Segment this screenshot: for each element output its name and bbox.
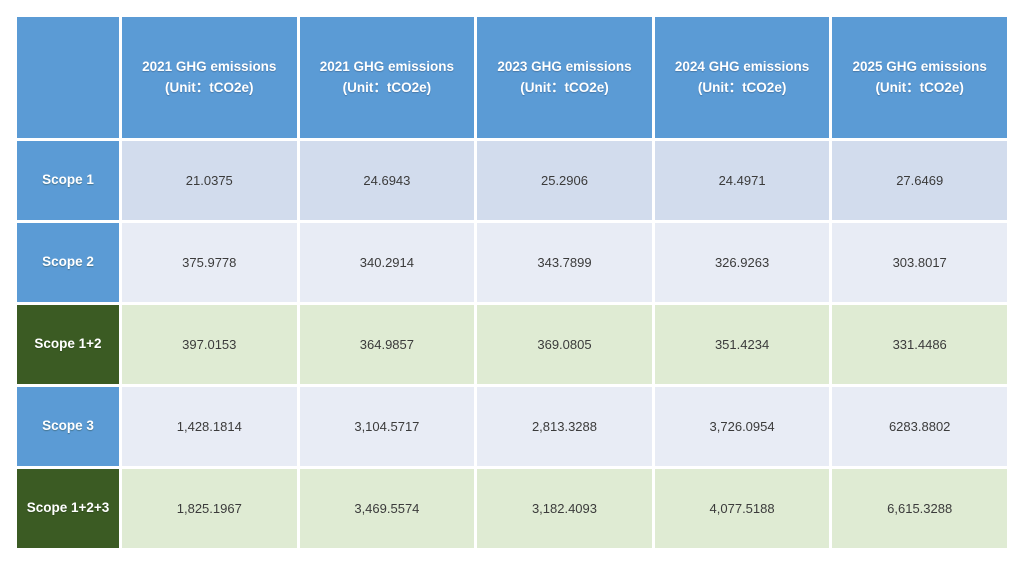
table-row-scope-1-2-3: Scope 1+2+3 1,825.1967 3,469.5574 3,182.… xyxy=(17,469,1007,548)
table-cell: 331.4486 xyxy=(832,305,1007,384)
column-header-unit: (Unit：tCO2e) xyxy=(875,79,964,95)
table-cell: 2,813.3288 xyxy=(477,387,652,466)
table-cell: 3,726.0954 xyxy=(654,387,830,466)
table-cell: 364.9857 xyxy=(299,305,475,384)
table-cell: 24.6943 xyxy=(299,141,475,220)
table-cell: 369.0805 xyxy=(477,305,652,384)
table-cell: 375.9778 xyxy=(122,223,297,302)
table-cell: 397.0153 xyxy=(122,305,297,384)
corner-cell xyxy=(17,17,119,138)
column-header-year: 2021 GHG emissions xyxy=(142,58,277,74)
column-header-year: 2025 GHG emissions xyxy=(852,58,987,74)
table-cell: 27.6469 xyxy=(832,141,1007,220)
column-header-year: 2023 GHG emissions xyxy=(497,58,632,74)
table-cell: 340.2914 xyxy=(299,223,475,302)
table-row-scope-2: Scope 2 375.9778 340.2914 343.7899 326.9… xyxy=(17,223,1007,302)
row-header-scope-1: Scope 1 xyxy=(17,141,119,220)
column-header-year: 2024 GHG emissions xyxy=(674,58,810,74)
table-cell: 351.4234 xyxy=(654,305,830,384)
row-header-scope-1-2-3: Scope 1+2+3 xyxy=(17,469,119,548)
row-header-scope-3: Scope 3 xyxy=(17,387,119,466)
table-cell: 6283.8802 xyxy=(832,387,1007,466)
row-header-scope-1-2: Scope 1+2 xyxy=(17,305,119,384)
table-cell: 6,615.3288 xyxy=(832,469,1007,548)
table-cell: 24.4971 xyxy=(654,141,830,220)
table-cell: 25.2906 xyxy=(477,141,652,220)
table-cell: 21.0375 xyxy=(122,141,297,220)
table-cell: 4,077.5188 xyxy=(654,469,830,548)
table-row-scope-1-2: Scope 1+2 397.0153 364.9857 369.0805 351… xyxy=(17,305,1007,384)
row-header-scope-2: Scope 2 xyxy=(17,223,119,302)
table-cell: 1,825.1967 xyxy=(122,469,297,548)
column-header-unit: (Unit：tCO2e) xyxy=(520,79,609,95)
table-row-scope-3: Scope 3 1,428.1814 3,104.5717 2,813.3288… xyxy=(17,387,1007,466)
table-cell: 303.8017 xyxy=(832,223,1007,302)
column-header-2023: 2023 GHG emissions (Unit：tCO2e) xyxy=(477,17,652,138)
column-header-year: 2021 GHG emissions xyxy=(319,58,455,74)
table-cell: 326.9263 xyxy=(654,223,830,302)
column-header-2025: 2025 GHG emissions (Unit：tCO2e) xyxy=(832,17,1007,138)
header-row: 2021 GHG emissions (Unit：tCO2e) 2021 GHG… xyxy=(17,17,1007,138)
column-header-unit: (Unit：tCO2e) xyxy=(697,79,787,95)
table-cell: 3,182.4093 xyxy=(477,469,652,548)
table-cell: 3,469.5574 xyxy=(299,469,475,548)
table-cell: 343.7899 xyxy=(477,223,652,302)
column-header-2021b: 2021 GHG emissions (Unit：tCO2e) xyxy=(299,17,475,138)
table-cell: 1,428.1814 xyxy=(122,387,297,466)
column-header-unit: (Unit：tCO2e) xyxy=(342,79,432,95)
table-cell: 3,104.5717 xyxy=(299,387,475,466)
table-row-scope-1: Scope 1 21.0375 24.6943 25.2906 24.4971 … xyxy=(17,141,1007,220)
column-header-2024: 2024 GHG emissions (Unit：tCO2e) xyxy=(654,17,830,138)
column-header-unit: (Unit：tCO2e) xyxy=(165,79,254,95)
column-header-2021a: 2021 GHG emissions (Unit：tCO2e) xyxy=(122,17,297,138)
ghg-emissions-table: 2021 GHG emissions (Unit：tCO2e) 2021 GHG… xyxy=(14,14,1010,551)
